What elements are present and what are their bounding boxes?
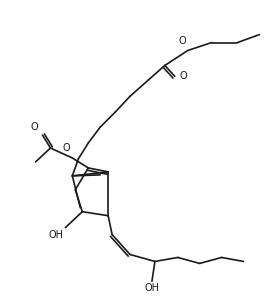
- Text: OH: OH: [48, 230, 63, 240]
- Text: O: O: [178, 35, 186, 45]
- Text: O: O: [180, 72, 187, 82]
- Text: O: O: [31, 122, 39, 132]
- Text: OH: OH: [144, 283, 159, 293]
- Text: O: O: [63, 143, 70, 153]
